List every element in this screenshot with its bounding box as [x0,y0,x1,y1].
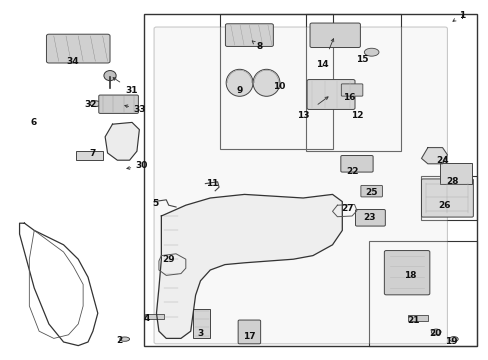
Text: 14: 14 [316,60,328,69]
Text: 15: 15 [355,55,367,64]
Text: 10: 10 [272,82,285,91]
Bar [76,151,102,160]
Text: 17: 17 [243,332,255,341]
Ellipse shape [253,69,279,96]
Text: 8: 8 [256,42,262,51]
Bar [439,163,471,184]
Text: 24: 24 [435,156,448,165]
Text: 25: 25 [365,188,377,197]
Text: 22: 22 [345,166,358,176]
Text: 4: 4 [143,314,150,323]
FancyBboxPatch shape [99,95,138,113]
Ellipse shape [104,71,116,81]
Ellipse shape [448,337,457,342]
Ellipse shape [120,337,129,341]
Ellipse shape [90,101,101,107]
Text: 19: 19 [444,337,456,346]
FancyBboxPatch shape [360,185,382,197]
Text: 31: 31 [125,86,138,95]
Bar [368,241,476,346]
Text: 30: 30 [135,161,148,170]
FancyBboxPatch shape [421,179,472,217]
Text: 6: 6 [30,118,36,127]
Text: 32: 32 [84,100,97,109]
Bar [144,14,476,346]
Bar [193,309,210,338]
Text: 23: 23 [362,213,375,222]
FancyBboxPatch shape [154,27,447,344]
Polygon shape [421,148,447,164]
Text: 28: 28 [445,177,458,186]
Text: 33: 33 [133,105,145,114]
Text: 27: 27 [340,204,353,213]
Polygon shape [156,194,342,338]
Ellipse shape [225,69,253,96]
FancyBboxPatch shape [341,84,362,96]
Text: 7: 7 [89,149,96,158]
Bar [220,14,332,149]
Text: 26: 26 [438,201,450,210]
FancyBboxPatch shape [46,34,110,63]
Polygon shape [105,122,139,160]
Text: 9: 9 [236,86,243,95]
FancyBboxPatch shape [309,23,360,48]
FancyBboxPatch shape [306,80,354,109]
FancyBboxPatch shape [225,24,273,46]
Bar [305,14,400,151]
Bar [420,176,476,220]
FancyBboxPatch shape [238,320,260,344]
FancyBboxPatch shape [384,251,429,295]
Text: 2: 2 [117,336,122,345]
FancyBboxPatch shape [340,156,372,172]
Text: 34: 34 [66,57,79,66]
Ellipse shape [364,48,378,56]
Text: 29: 29 [162,255,175,264]
Text: 1: 1 [458,11,464,20]
Bar [144,314,164,319]
Text: 18: 18 [404,271,416,280]
Text: 21: 21 [406,316,419,325]
Text: 3: 3 [197,328,203,338]
Bar [407,315,427,321]
Text: 16: 16 [343,93,355,102]
Text: 13: 13 [296,111,309,120]
Ellipse shape [430,329,440,335]
Text: 12: 12 [350,111,363,120]
Text: 11: 11 [206,179,219,188]
FancyBboxPatch shape [355,210,385,226]
Text: 20: 20 [428,328,441,338]
Text: 5: 5 [152,199,158,208]
